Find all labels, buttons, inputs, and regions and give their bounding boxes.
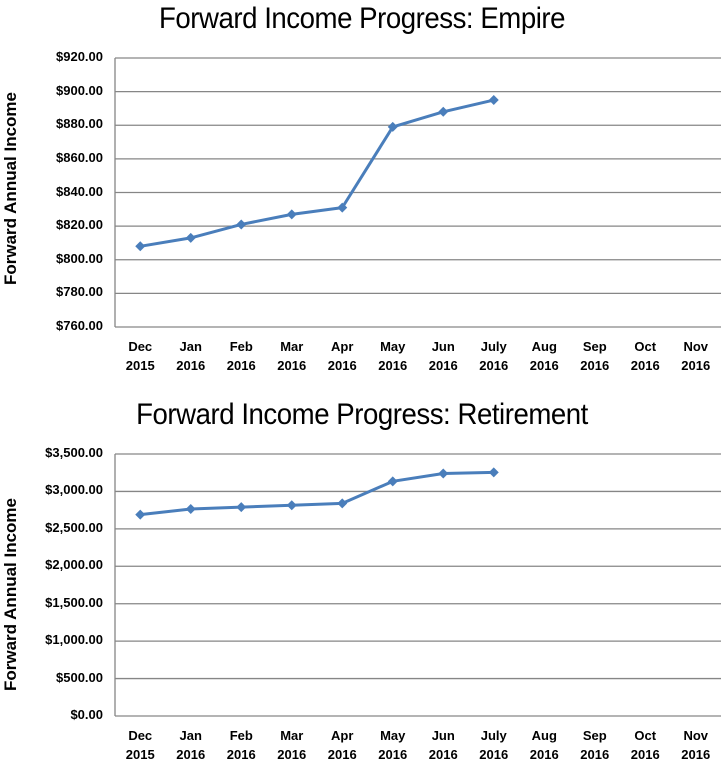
y-tick-label: $860.00 bbox=[56, 149, 103, 165]
x-tick-label: Sep 2016 bbox=[580, 728, 610, 762]
y-tick-label: $820.00 bbox=[56, 217, 103, 233]
y-tick-label: $1,000.00 bbox=[45, 632, 103, 648]
diamond-marker-icon bbox=[135, 509, 146, 520]
x-tick-label: Oct 2016 bbox=[630, 339, 660, 373]
diamond-marker-icon bbox=[236, 502, 247, 513]
y-tick-label: $3,500.00 bbox=[45, 445, 103, 460]
diamond-marker-icon bbox=[286, 500, 297, 511]
diamond-marker-icon bbox=[387, 476, 398, 487]
x-tick-label: Aug 2016 bbox=[529, 339, 559, 373]
diamond-marker-icon bbox=[438, 468, 449, 479]
x-tick-label: Aug 2016 bbox=[529, 728, 559, 762]
x-tick-label: Apr 2016 bbox=[327, 339, 357, 373]
x-tick-label: Nov 2016 bbox=[681, 339, 711, 373]
y-tick-label: $1,500.00 bbox=[45, 594, 103, 610]
y-tick-label: $3,000.00 bbox=[45, 482, 103, 498]
x-tick-label: Jun 2016 bbox=[428, 728, 458, 762]
x-tick-label: Apr 2016 bbox=[327, 728, 357, 762]
diamond-marker-icon bbox=[185, 504, 196, 515]
x-tick-label: Feb 2016 bbox=[226, 339, 256, 373]
chart-title: Forward Income Progress: Retirement bbox=[136, 398, 588, 431]
diamond-marker-icon bbox=[337, 202, 348, 213]
chart-empire: Forward Income Progress: Empire Forward … bbox=[1, 2, 721, 373]
x-tick-label: Dec 2015 bbox=[125, 728, 155, 762]
x-tick-label: Nov 2016 bbox=[681, 728, 711, 762]
y-tick-label: $880.00 bbox=[56, 116, 103, 132]
x-tick-label: Jan 2016 bbox=[176, 728, 206, 762]
y-tick-label: $760.00 bbox=[56, 318, 103, 333]
diamond-marker-icon bbox=[387, 121, 398, 132]
y-tick-label: $2,000.00 bbox=[45, 557, 103, 573]
x-tick-label: July 2016 bbox=[479, 339, 509, 373]
x-tick-label: May 2016 bbox=[378, 728, 408, 762]
diamond-marker-icon bbox=[488, 95, 499, 106]
diamond-marker-icon bbox=[488, 467, 499, 478]
y-tick-label: $920.00 bbox=[56, 49, 103, 64]
x-tick-label: Mar 2016 bbox=[277, 728, 307, 762]
chart-retirement: Forward Income Progress: Retirement Forw… bbox=[0, 390, 724, 772]
diamond-marker-icon bbox=[337, 498, 348, 509]
x-tick-label: May 2016 bbox=[378, 339, 408, 373]
series-line bbox=[140, 470, 494, 517]
y-tick-label: $500.00 bbox=[56, 669, 103, 685]
x-tick-label: Dec 2015 bbox=[125, 339, 155, 373]
x-tick-label: Oct 2016 bbox=[630, 728, 660, 762]
diamond-marker-icon bbox=[135, 241, 146, 252]
series-line bbox=[140, 98, 495, 248]
x-tick-label: Mar 2016 bbox=[277, 339, 307, 373]
x-tick-label: Jan 2016 bbox=[176, 339, 206, 373]
y-tick-label: $2,500.00 bbox=[45, 519, 103, 535]
x-tick-label: July 2016 bbox=[479, 728, 509, 762]
diamond-marker-icon bbox=[185, 232, 196, 243]
x-tick-label: Feb 2016 bbox=[226, 728, 256, 762]
y-tick-label: $900.00 bbox=[56, 82, 103, 98]
y-tick-label: $840.00 bbox=[56, 183, 103, 199]
x-tick-label: Sep 2016 bbox=[580, 339, 610, 373]
chart-title: Forward Income Progress: Empire bbox=[158, 2, 566, 35]
plot-area bbox=[114, 453, 721, 717]
y-tick-label: $0.00 bbox=[70, 707, 103, 722]
diamond-marker-icon bbox=[236, 219, 247, 230]
diamond-marker-icon bbox=[286, 209, 297, 220]
x-tick-label: Jun 2016 bbox=[428, 339, 458, 373]
y-tick-label: $780.00 bbox=[56, 284, 103, 300]
diamond-marker-icon bbox=[438, 106, 449, 117]
plot-area bbox=[114, 57, 721, 328]
y-tick-label: $800.00 bbox=[56, 250, 103, 266]
